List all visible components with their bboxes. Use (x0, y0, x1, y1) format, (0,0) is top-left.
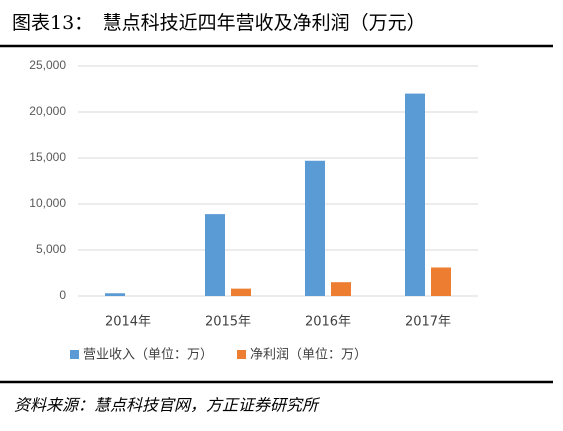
y-tick-label: 5,000 (36, 242, 66, 256)
bar (205, 214, 225, 296)
legend-swatch (70, 350, 79, 359)
chart-title: 图表13： 慧点科技近四年营收及净利润（万元） (12, 12, 426, 34)
legend-label: 净利润（单位：万） (250, 348, 367, 363)
x-tick-label: 2017年 (405, 315, 451, 330)
y-tick-label: 15,000 (29, 150, 66, 164)
legend-label: 营业收入（单位：万） (83, 348, 213, 363)
legend-swatch (237, 350, 247, 359)
y-tick-label: 25,000 (29, 58, 66, 72)
x-tick-label: 2015年 (205, 315, 251, 330)
y-tick-label: 0 (59, 288, 66, 302)
bar (331, 282, 351, 296)
bar (231, 288, 251, 296)
y-tick-label: 20,000 (29, 104, 66, 118)
bar (431, 267, 451, 296)
x-tick-label: 2014年 (105, 315, 151, 330)
source: 资料来源：慧点科技官网，方正证券研究所 (14, 396, 321, 415)
bar (405, 93, 425, 296)
bar (105, 293, 125, 296)
x-tick-label: 2016年 (305, 315, 351, 330)
bar (305, 160, 325, 296)
y-tick-label: 10,000 (29, 196, 66, 210)
